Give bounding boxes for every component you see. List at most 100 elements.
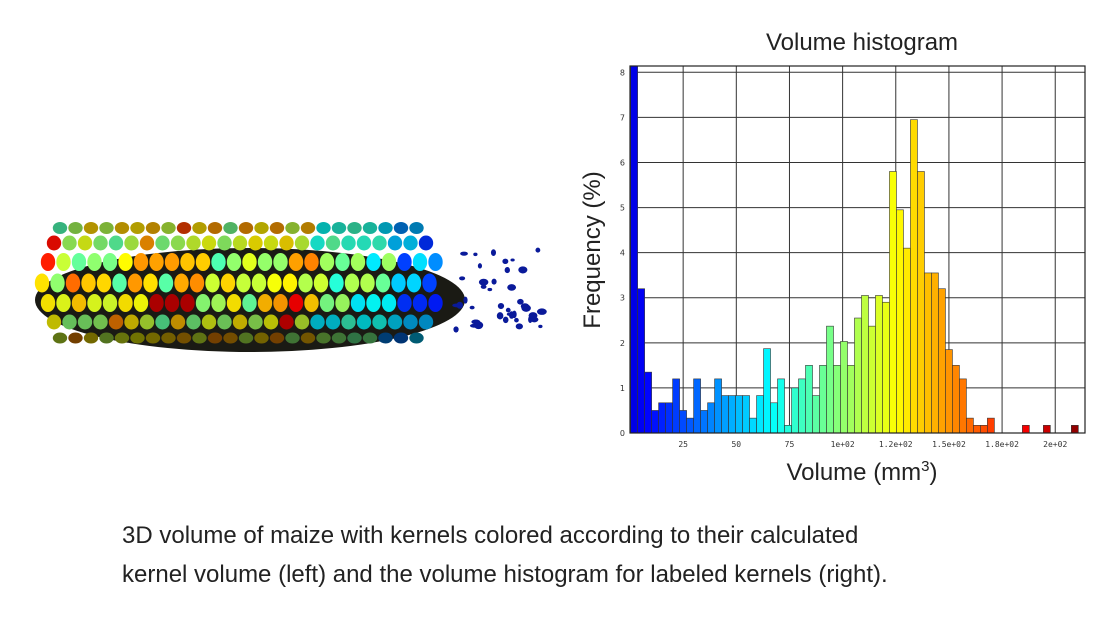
kernel [319, 253, 335, 271]
kernel-fragment [507, 284, 517, 291]
kernel-fragment [460, 251, 468, 256]
kernel [211, 294, 226, 312]
kernel [62, 314, 77, 330]
y-tick-label: 8 [620, 68, 625, 77]
kernel [217, 314, 232, 330]
kernel [87, 294, 102, 312]
kernel [81, 273, 96, 293]
kernel [155, 235, 170, 251]
kernel [366, 253, 381, 271]
histogram-bar [924, 272, 932, 434]
axis-ticks: 0 1 2 3 4 5 6 7 8 25 50 75 1e+02 1.2e+02 1.5e+02 1.8e+0… [620, 68, 1068, 449]
kernel-fragment [518, 266, 528, 274]
histogram-bar [847, 365, 855, 434]
x-tick-label: 2e+02 [1043, 440, 1067, 449]
histogram-bar [770, 402, 778, 434]
kernel-fragment [477, 263, 483, 269]
kernel-fragment [510, 258, 515, 262]
kernel [133, 294, 149, 312]
kernel [139, 314, 155, 330]
kernel [269, 332, 285, 344]
kernel [403, 314, 418, 330]
kernel [372, 235, 387, 251]
histogram-bar [812, 395, 820, 434]
x-tick-label: 1.5e+02 [932, 440, 966, 449]
kernel [325, 235, 341, 251]
kernel [267, 273, 282, 293]
histogram-bar [665, 402, 673, 434]
kernel [372, 314, 387, 330]
x-tick-label: 1.2e+02 [879, 440, 913, 449]
kernel [232, 235, 248, 251]
kernel-fragment [496, 312, 504, 320]
kernel [381, 294, 397, 312]
kernel-fragment [469, 305, 475, 310]
kernel [220, 273, 236, 293]
kernel [347, 222, 362, 234]
kernel [223, 332, 238, 344]
kernel [158, 273, 174, 293]
kernel [273, 253, 288, 271]
kernel-fragment [515, 323, 523, 330]
kernel [422, 273, 437, 293]
kernel [149, 253, 164, 271]
kernel [406, 273, 422, 293]
histogram-bar [805, 365, 813, 434]
kernel [217, 235, 232, 251]
x-tick-label: 75 [785, 440, 795, 449]
kernel [263, 314, 279, 330]
histogram-bar [700, 410, 708, 434]
kernel [161, 332, 176, 344]
kernel [282, 273, 298, 293]
kernel [285, 222, 300, 234]
y-tick-label: 3 [620, 294, 625, 303]
kernel [375, 273, 391, 293]
kernel [77, 235, 93, 251]
kernel [251, 273, 267, 293]
kernel [254, 332, 269, 344]
kernel-fragment [453, 326, 459, 333]
kernel [288, 294, 304, 312]
histogram-bar [714, 378, 722, 434]
y-tick-label: 2 [620, 339, 625, 348]
kernel [257, 253, 273, 271]
y-tick-label: 7 [620, 113, 625, 122]
histogram-bars [630, 65, 1079, 434]
kernel [71, 294, 87, 312]
y-tick-label: 1 [620, 384, 625, 393]
kernel [279, 314, 294, 330]
histogram-bar [658, 402, 666, 434]
kernel-fragment [456, 301, 463, 309]
kernel [149, 294, 164, 312]
histogram-bar [987, 417, 995, 434]
histogram-bar [798, 378, 806, 434]
histogram-bar [875, 295, 883, 434]
kernel [40, 253, 56, 271]
kernel [397, 253, 412, 271]
kernel [285, 332, 300, 344]
kernel-fragment [478, 278, 489, 286]
kernel [409, 332, 424, 344]
kernel [273, 294, 288, 312]
kernel [96, 273, 112, 293]
kernel-fragment [459, 276, 466, 281]
kernel-fragment [505, 307, 511, 313]
histogram-bar [903, 247, 911, 434]
kernel [83, 222, 99, 234]
kernel [331, 332, 347, 344]
kernel [46, 235, 62, 251]
kernel [428, 253, 443, 271]
kernel [412, 294, 428, 312]
kernel [325, 314, 341, 330]
caption-line: 3D volume of maize with kernels colored … [122, 522, 859, 549]
kernel-fragment [512, 310, 517, 319]
kernel [127, 273, 143, 293]
histogram-bar [1043, 425, 1051, 434]
kernel [300, 332, 316, 344]
histogram-bar [686, 417, 694, 434]
kernel-fragment [538, 324, 543, 329]
histogram-bar [826, 325, 834, 434]
kernel-fragment [536, 308, 547, 315]
kernel-fragment [506, 312, 512, 316]
kernel-fragment [504, 267, 510, 274]
